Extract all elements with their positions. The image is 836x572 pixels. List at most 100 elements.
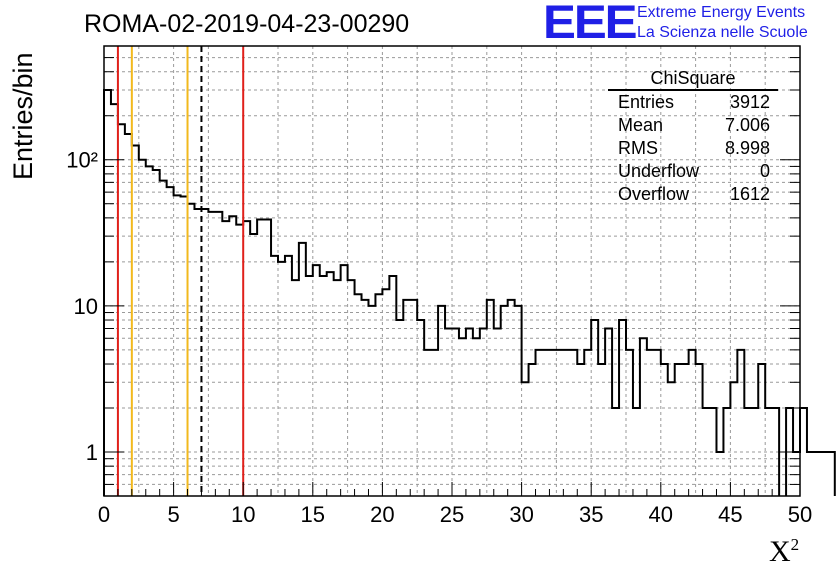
logo-subtitle-2: La Scienza nelle Scuole xyxy=(637,24,808,41)
x-tick-label: 50 xyxy=(788,502,812,527)
histogram-bin xyxy=(536,350,543,496)
histogram-bin xyxy=(118,124,125,496)
x-axis-label: X2 xyxy=(769,535,799,569)
histogram-bin xyxy=(215,212,222,496)
stats-label: RMS xyxy=(618,138,658,158)
histogram-bin xyxy=(654,350,661,496)
x-tick-label: 30 xyxy=(509,502,533,527)
histogram-bin xyxy=(306,276,313,496)
histogram-bin xyxy=(758,364,765,496)
logo-mark: EEE xyxy=(543,0,638,48)
stats-row-rms: RMS 8.998 xyxy=(610,137,776,160)
stats-row-overflow: Overflow 1612 xyxy=(610,183,776,206)
histogram-bin xyxy=(640,338,647,496)
histogram-bin xyxy=(174,195,181,496)
histogram-bin xyxy=(285,256,292,496)
histogram-bin xyxy=(424,350,431,496)
histogram-bin xyxy=(556,350,563,496)
stats-value: 0 xyxy=(759,161,770,181)
histogram-bin xyxy=(104,90,111,496)
histogram-bin xyxy=(661,364,668,496)
histogram-bin xyxy=(181,197,188,496)
histogram-bin xyxy=(473,338,480,496)
histogram-bin xyxy=(459,338,466,496)
histogram-bin xyxy=(438,306,445,496)
stats-row-entries: Entries 3912 xyxy=(610,91,776,114)
stats-value: 7.006 xyxy=(724,115,770,135)
histogram-bin xyxy=(515,306,522,496)
y-tick-label: 10² xyxy=(66,148,98,173)
histogram-bin xyxy=(125,134,132,496)
histogram-bin xyxy=(549,350,556,496)
y-tick-label: 10 xyxy=(74,294,98,319)
histogram-bin xyxy=(696,364,703,496)
histogram-outline xyxy=(103,88,836,496)
histogram-bin xyxy=(689,350,696,496)
histogram-bin xyxy=(201,209,208,496)
histogram-bin xyxy=(800,408,807,496)
histogram-series xyxy=(103,88,836,496)
histogram-bin xyxy=(529,364,536,496)
x-tick-label: 40 xyxy=(649,502,673,527)
histogram-bin xyxy=(807,452,814,496)
histogram-bin xyxy=(278,262,285,496)
stats-label: Entries xyxy=(618,92,675,112)
stats-title: ChiSquare xyxy=(650,68,736,88)
x-tick-label: 5 xyxy=(167,502,179,527)
histogram-bin xyxy=(821,452,828,496)
x-tick-label: 45 xyxy=(718,502,742,527)
stats-box: ChiSquare Entries 3912 Mean 7.006 RMS 8.… xyxy=(608,67,778,206)
stats-label: Overflow xyxy=(618,184,690,204)
histogram-bin xyxy=(480,329,487,496)
stats-value: 8.998 xyxy=(724,138,770,158)
x-tick-label: 35 xyxy=(579,502,603,527)
stats-row-mean: Mean 7.006 xyxy=(610,114,776,137)
histogram-bin xyxy=(341,265,348,496)
histogram-bin xyxy=(542,350,549,496)
histogram-bin xyxy=(563,350,570,496)
x-tick-label: 10 xyxy=(231,502,255,527)
histogram-bin xyxy=(828,452,835,496)
histogram-bin xyxy=(466,329,473,496)
histogram-bin xyxy=(236,225,243,496)
stats-value: 3912 xyxy=(729,92,770,112)
reference-lines xyxy=(116,46,245,496)
histogram-bin xyxy=(153,170,160,496)
histogram-bin xyxy=(111,104,118,496)
histogram-bin xyxy=(299,243,306,496)
histogram-bin xyxy=(570,350,577,496)
histogram-bin xyxy=(368,306,375,496)
histogram-bin xyxy=(501,306,508,496)
histogram-bin xyxy=(313,265,320,496)
histogram-bin xyxy=(271,256,278,496)
stats-label: Mean xyxy=(618,115,664,135)
histogram-bin xyxy=(730,382,737,496)
histogram-bin xyxy=(647,350,654,496)
y-axis-label: Entries/bin xyxy=(8,52,38,180)
histogram-bin xyxy=(605,329,612,496)
histogram-bin xyxy=(626,350,633,496)
histogram-bin xyxy=(264,219,271,496)
histogram-bin xyxy=(598,364,605,496)
histogram-bin xyxy=(389,276,396,496)
histogram-bin xyxy=(682,364,689,496)
histogram-bin xyxy=(132,146,139,496)
histogram-bin xyxy=(139,160,146,496)
histogram-bin xyxy=(577,364,584,496)
run-title: ROMA-02-2019-04-23-00290 xyxy=(84,10,410,38)
histogram-bin xyxy=(522,382,529,496)
histogram-bin xyxy=(814,452,821,496)
histogram-bin xyxy=(737,350,744,496)
histogram-bin xyxy=(257,219,264,496)
stats-row-underflow: Underflow 0 xyxy=(610,160,776,183)
histogram-bin xyxy=(167,187,174,496)
grid-lines xyxy=(104,46,800,496)
histogram-bin xyxy=(229,216,236,496)
histogram-bin xyxy=(668,382,675,496)
histogram-bin xyxy=(146,166,153,496)
stats-separator xyxy=(608,89,778,91)
histogram-bin xyxy=(208,212,215,496)
stats-label: Underflow xyxy=(618,161,700,181)
axis-ticks xyxy=(103,57,801,496)
x-tick-label: 0 xyxy=(98,502,110,527)
